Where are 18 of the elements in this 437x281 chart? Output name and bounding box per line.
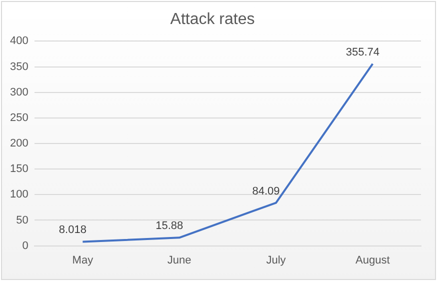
chart-title: Attack rates [170, 11, 255, 28]
data-label: 355.74 [346, 46, 380, 58]
x-tick-label: July [266, 254, 286, 266]
x-tick-label: June [167, 254, 192, 266]
y-tick-label: 150 [10, 163, 28, 176]
x-tick-label: May [72, 254, 94, 266]
x-tick-label: August [356, 254, 390, 266]
y-tick-label: 350 [10, 60, 28, 73]
y-tick-label: 300 [10, 86, 28, 98]
data-label: 84.09 [252, 185, 280, 198]
y-tick-label: 0 [22, 240, 28, 252]
y-tick-label: 50 [16, 214, 28, 226]
y-tick-label: 200 [10, 138, 28, 150]
data-label: 15.88 [156, 220, 184, 232]
y-tick-label: 400 [10, 35, 28, 48]
data-label: 8.018 [58, 224, 86, 236]
y-tick-label: 100 [10, 188, 28, 201]
y-tick-label: 250 [10, 112, 28, 124]
